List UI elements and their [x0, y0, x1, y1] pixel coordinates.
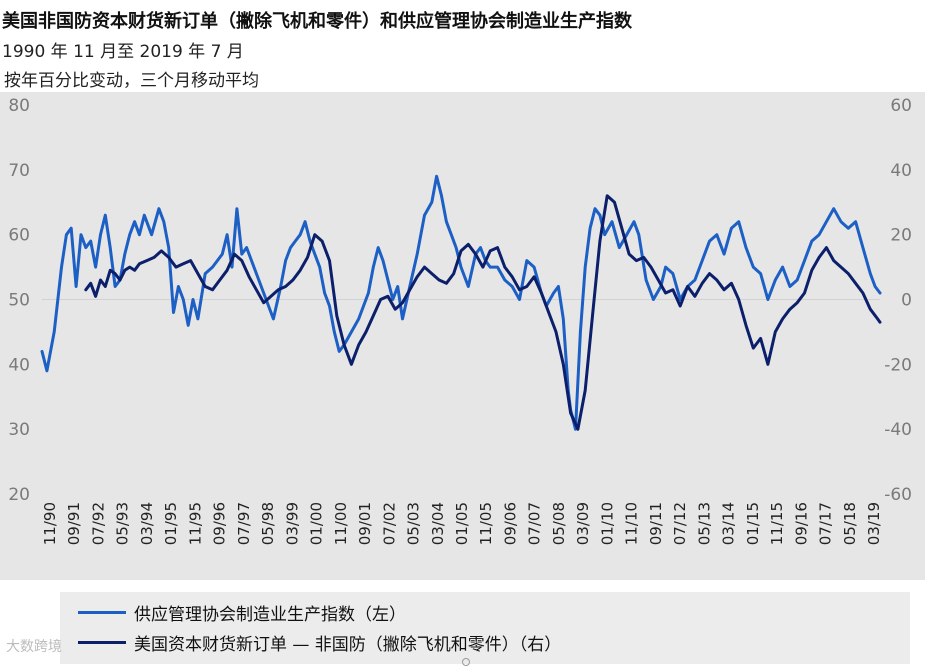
chart-legend: 供应管理协会制造业生产指数（左） 美国资本财货新订单 — 非国防（撇除飞机和零件…	[60, 592, 910, 664]
x-tick-label: 11/95	[186, 502, 204, 545]
x-tick-label: 09/16	[792, 502, 810, 545]
x-tick-label: 11/90	[41, 502, 59, 545]
chart-title: 美国非国防资本财货新订单（撇除飞机和零件）和供应管理协会制造业生产指数	[2, 11, 632, 32]
series-line-orders	[84, 194, 882, 431]
x-tick-label: 11/15	[768, 502, 786, 545]
x-tick-label: 01/10	[598, 502, 616, 545]
x-tick-label: 01/05	[453, 502, 471, 545]
x-tick-label: 07/02	[380, 502, 398, 545]
x-tick-label: 11/05	[477, 502, 495, 545]
y-right-tick-label: -20	[884, 355, 912, 375]
series-line-ism	[40, 174, 882, 431]
legend-swatch-orders	[78, 640, 126, 644]
x-tick-label: 07/07	[526, 502, 544, 545]
x-tick-label: 05/18	[841, 502, 859, 545]
x-tick-label: 05/98	[259, 502, 277, 545]
x-tick-label: 03/99	[283, 502, 301, 545]
x-tick-label: 05/08	[550, 502, 568, 545]
x-tick-label: 05/03	[405, 502, 423, 545]
y-right-tick-label: 60	[890, 96, 912, 116]
y-left-tick-label: 60	[8, 226, 30, 246]
chart-header: 美国非国防资本财货新订单（撇除飞机和零件）和供应管理协会制造业生产指数 1990…	[0, 0, 855, 92]
x-tick-label: 07/97	[235, 502, 253, 545]
y-right-tick-label: -40	[884, 420, 912, 440]
x-tick-label: 05/13	[695, 502, 713, 545]
legend-label-ism: 供应管理协会制造业生产指数（左）	[134, 604, 406, 625]
x-tick-label: 09/06	[501, 502, 519, 545]
y-right-tick-label: 0	[901, 291, 912, 311]
x-tick-label: 07/17	[817, 502, 835, 545]
x-tick-label: 07/92	[89, 502, 107, 545]
x-tick-label: 03/94	[138, 502, 156, 545]
y-left-tick-label: 80	[8, 96, 30, 116]
legend-item-ism: 供应管理协会制造业生产指数（左）	[78, 600, 406, 625]
legend-item-orders: 美国资本财货新订单 — 非国防（撇除飞机和零件）（右）	[78, 630, 562, 655]
y-left-tick-label: 50	[8, 291, 30, 311]
legend-label-orders: 美国资本财货新订单 — 非国防（撇除飞机和零件）（右）	[134, 634, 562, 655]
x-tick-label: 03/19	[865, 502, 883, 545]
x-tick-label: 03/04	[429, 502, 447, 545]
x-tick-label: 01/00	[308, 502, 326, 545]
y-left-tick-label: 30	[8, 420, 30, 440]
x-tick-label: 09/11	[647, 502, 665, 545]
chart-note: 按年百分比变动，三个月移动平均	[4, 71, 259, 91]
x-tick-label: 03/09	[574, 502, 592, 545]
y-left-tick-label: 70	[8, 161, 30, 181]
line-chart: 80 70 60 50 40 30 20 60 40 20 0 -20 -40 -60 11/90 09/91…	[8, 96, 912, 545]
y-right-tick-label: 20	[890, 226, 912, 246]
plot-background	[0, 92, 925, 580]
x-tick-label: 01/15	[744, 502, 762, 545]
y-left-tick-label: 40	[8, 355, 30, 375]
y-right-tick-label: 40	[890, 161, 912, 181]
x-tick-label: 01/95	[162, 502, 180, 545]
chart-subtitle: 1990 年 11 月至 2019 年 7 月	[2, 42, 244, 62]
x-tick-label: 11/00	[332, 502, 350, 545]
x-tick-label: 09/91	[65, 502, 83, 545]
x-tick-label: 03/14	[720, 502, 738, 545]
y-left-tick-label: 20	[8, 485, 30, 505]
x-tick-label: 11/10	[623, 502, 641, 545]
x-tick-label: 09/96	[211, 502, 229, 545]
x-tick-label: 09/01	[356, 502, 374, 545]
y-right-tick-label: -60	[884, 485, 912, 505]
x-tick-label: 05/93	[114, 502, 132, 545]
watermark: 大数跨境	[6, 639, 62, 655]
x-tick-label: 07/12	[671, 502, 689, 545]
legend-swatch-ism	[78, 610, 126, 614]
